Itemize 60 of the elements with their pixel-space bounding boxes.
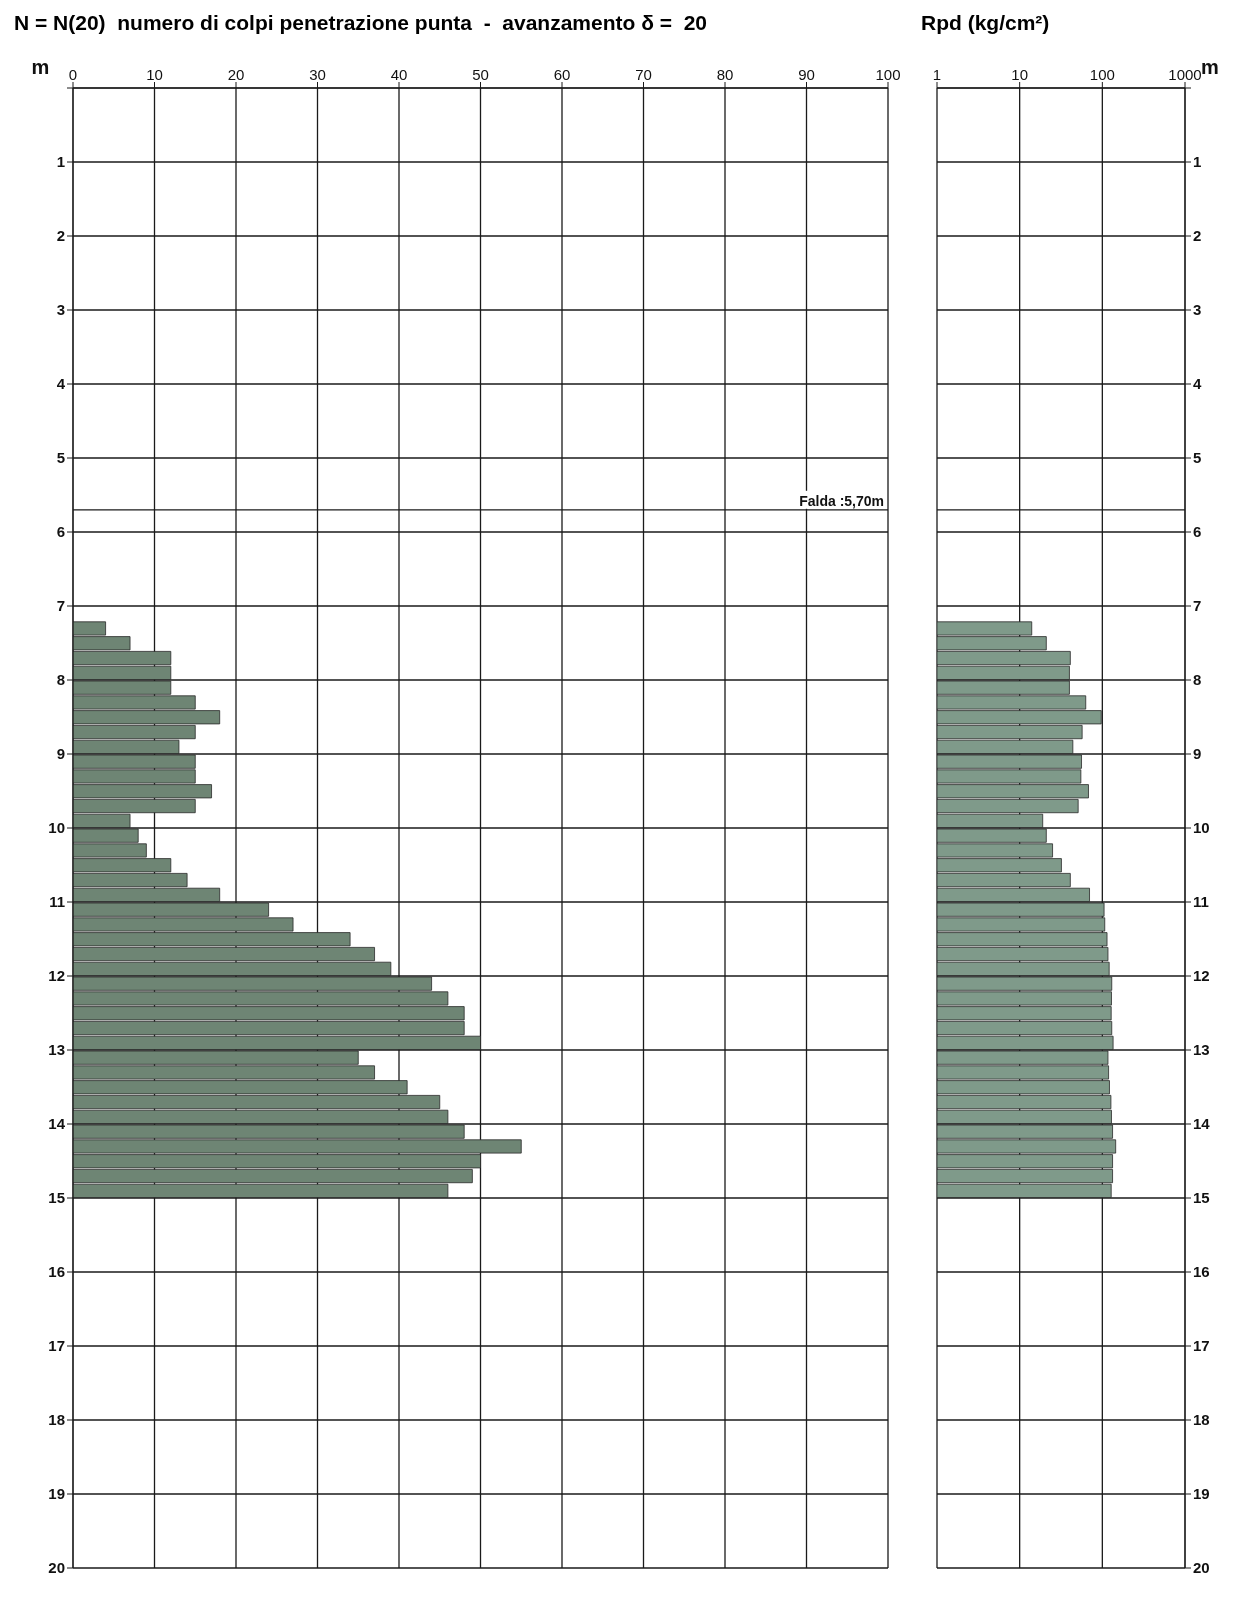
x-tick-label: 30 [309,66,326,83]
y-tick-label: 8 [56,671,65,689]
y-tick-label: 20 [1193,1559,1210,1577]
chart-title: N = N(20) numero di colpi penetrazione punta - avanzamento δ = 20 [13,10,709,36]
y-tick-label: 10 [1193,819,1210,837]
y-tick-label: 19 [48,1485,65,1503]
y-tick-label: 6 [56,523,65,541]
chart-title: Rpd (kg/cm²) [920,10,1051,36]
x-tick-label: 20 [227,66,245,83]
y-tick-label: 14 [1193,1115,1211,1133]
x-tick-label: 50 [472,66,489,83]
y-tick-label: 19 [1193,1485,1210,1503]
y-tick-label: 5 [56,449,65,467]
y-tick-label: 16 [48,1263,65,1281]
x-tick-label: 10 [146,66,163,83]
y-tick-label: 2 [56,227,65,245]
y-tick-label: 5 [1193,449,1202,467]
ref-line-label: Falda :5,70m [799,492,884,509]
y-tick-label: 9 [1193,745,1202,763]
y-tick-label: 20 [48,1559,65,1577]
y-tick-label: 1 [56,153,65,171]
x-tick-label: 60 [553,66,571,83]
y-tick-label: 18 [1193,1411,1210,1429]
y-tick-label: 1 [1193,153,1202,171]
y-tick-label: 7 [56,597,65,615]
y-tick-label: 10 [48,819,65,837]
y-tick-label: 7 [1193,597,1202,615]
y-tick-label: 11 [1193,893,1209,911]
y-tick-label: 15 [1193,1189,1210,1207]
x-tick-label: 40 [390,66,408,83]
y-tick-label: 2 [1193,227,1202,245]
y-tick-label: 6 [1193,523,1202,541]
x-tick-label: 100 [1089,66,1115,83]
x-tick-label: 80 [716,66,734,83]
y-tick-label: 13 [48,1041,65,1059]
x-tick-label: 1000 [1168,66,1202,83]
x-tick-label: 90 [798,66,815,83]
x-tick-label: 1 [932,66,942,83]
y-tick-label: 17 [1193,1337,1210,1355]
y-tick-label: 4 [56,375,66,393]
x-tick-label: 100 [875,66,901,83]
x-tick-label: 70 [635,66,652,83]
y-tick-label: 3 [56,301,65,319]
y-tick-label: 4 [1193,375,1202,393]
x-tick-label: 0 [68,66,78,83]
y-axis-title: m [31,56,50,78]
y-tick-label: 3 [1193,301,1202,319]
y-tick-label: 8 [1193,671,1202,689]
y-tick-label: 13 [1193,1041,1210,1059]
x-tick-label: 10 [1011,66,1029,83]
y-tick-label: 16 [1193,1263,1210,1281]
y-tick-label: 17 [48,1337,65,1355]
y-tick-label: 12 [48,967,65,985]
y-tick-label: 11 [49,893,65,911]
y-tick-label: 12 [1193,967,1210,985]
y-tick-label: 18 [48,1411,65,1429]
y-tick-label: 9 [56,745,65,763]
y-tick-label: 14 [48,1115,66,1133]
y-axis-title: m [1201,56,1219,78]
y-tick-label: 15 [48,1189,65,1207]
